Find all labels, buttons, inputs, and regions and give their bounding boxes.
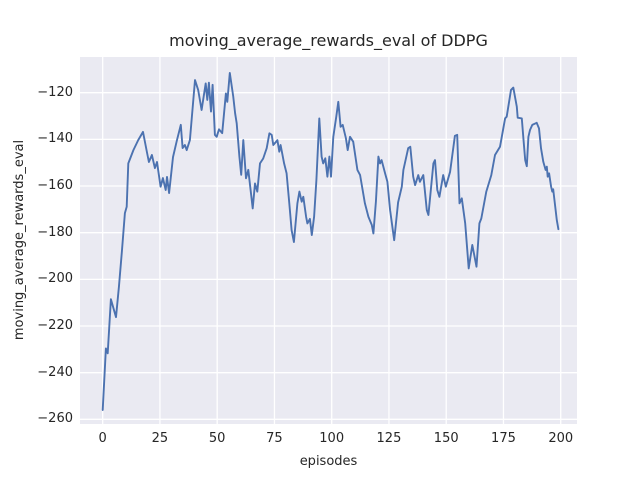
x-tick-label: 200 — [548, 431, 574, 446]
x-tick-label: 100 — [319, 431, 345, 446]
y-tick-label: −240 — [37, 364, 73, 380]
y-tick-label: −260 — [37, 411, 73, 427]
reward-line-series — [101, 71, 560, 411]
y-tick-label: −160 — [37, 178, 73, 194]
x-tick-label: 50 — [208, 431, 226, 446]
y-tick-label: −140 — [37, 131, 73, 147]
y-tick-label: −120 — [37, 84, 73, 100]
y-axis-label: moving_average_rewards_eval — [12, 139, 27, 341]
y-tick-label: −180 — [37, 224, 73, 240]
x-tick-label: 0 — [98, 431, 107, 446]
x-tick-label: 125 — [376, 431, 402, 446]
x-axis-label: episodes — [299, 454, 358, 469]
plot-area — [80, 57, 577, 424]
y-tick-label: −220 — [37, 318, 73, 333]
chart-title: moving_average_rewards_eval of DDPG — [169, 31, 488, 50]
y-tick-label: −200 — [37, 271, 73, 287]
x-tick-label: 175 — [491, 431, 516, 446]
x-tick-label: 25 — [151, 431, 169, 446]
x-tick-label: 75 — [266, 431, 283, 446]
x-tick-label: 150 — [433, 431, 459, 446]
grid-lines — [80, 57, 577, 424]
